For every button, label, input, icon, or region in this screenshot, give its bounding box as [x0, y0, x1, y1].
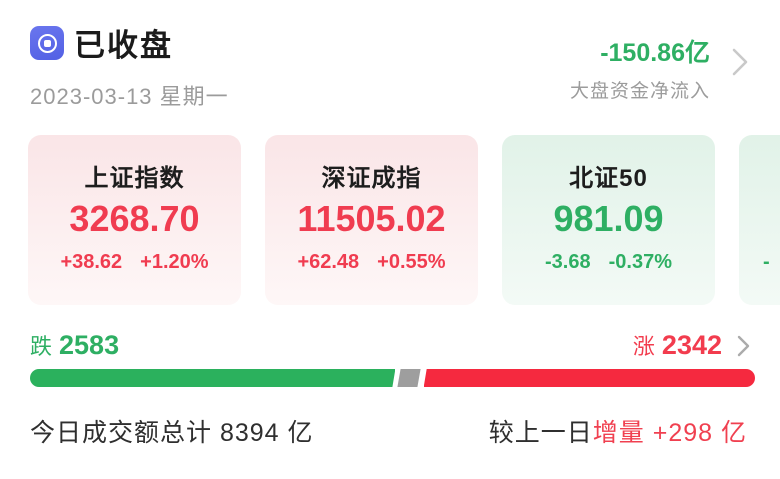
net-inflow-value: -150.86亿 — [600, 39, 710, 67]
index-value — [739, 198, 780, 242]
advancers-group: 涨 2342 — [633, 329, 722, 361]
index-change-pct: +0.55% — [377, 251, 446, 273]
coin-center-icon — [43, 39, 51, 47]
index-change: +62.48 — [297, 251, 360, 273]
index-card-partial[interactable]: - — [739, 135, 780, 305]
breadth-bar-flat-segment — [397, 369, 422, 387]
coin-ring-icon — [37, 33, 57, 53]
index-change-row: +38.62 +1.20% — [28, 251, 241, 274]
index-name: 上证指数 — [84, 165, 185, 192]
chevron-right-icon[interactable] — [731, 47, 749, 77]
index-change: -3.68 — [545, 251, 591, 273]
turnover-today-text: 今日成交额总计 8394 亿 — [30, 419, 314, 447]
index-card-beijing50[interactable]: 北证50 981.09 -3.68 -0.37% — [502, 135, 715, 305]
breadth-section[interactable]: 跌 2583 涨 2342 — [30, 329, 750, 361]
advancers-label: 涨 — [632, 334, 655, 359]
turnover-vs-prev-delta: 增量 +298 亿 — [592, 419, 747, 447]
index-change-row: - — [739, 251, 780, 274]
index-change-row: -3.68 -0.37% — [502, 251, 715, 274]
index-change-pct: -0.37% — [608, 251, 672, 273]
breadth-chevron-right-icon[interactable] — [737, 335, 750, 357]
header: 已收盘 2023-03-13 星期一 -150.86亿 大盘资金净流入 — [0, 0, 780, 125]
breadth-bar-up-segment — [423, 369, 755, 387]
turnover-row: 今日成交额总计 8394 亿 较上一日增量 +298 亿 — [30, 413, 747, 447]
turnover-vs-prev-label: 较上一日 — [488, 419, 593, 447]
index-name — [739, 158, 780, 188]
turnover-vs-prev: 较上一日增量 +298 亿 — [489, 413, 747, 449]
index-change-pct: +1.20% — [140, 251, 209, 273]
index-name: 深证成指 — [321, 165, 422, 192]
index-change-row: +62.48 +0.55% — [265, 251, 478, 274]
market-status-coin-icon — [30, 26, 64, 60]
index-name: 北证50 — [569, 165, 648, 192]
index-change: +38.62 — [60, 251, 123, 273]
index-value: 981.09 — [553, 198, 664, 239]
breadth-bar — [30, 369, 755, 387]
net-inflow-label: 大盘资金净流入 — [569, 81, 710, 102]
index-cards-row: 上证指数 3268.70 +38.62 +1.20% 深证成指 11505.02… — [0, 135, 780, 307]
decliners-count: 2583 — [59, 330, 120, 360]
trade-date: 2023-03-13 星期一 — [30, 84, 229, 109]
page-title: 已收盘 — [74, 28, 173, 63]
decliners-group: 跌 2583 — [30, 329, 119, 361]
index-value: 11505.02 — [297, 198, 446, 239]
decliners-label: 跌 — [30, 334, 53, 359]
net-inflow-widget[interactable]: -150.86亿 大盘资金净流入 — [570, 33, 710, 103]
index-value: 3268.70 — [69, 198, 200, 239]
index-card-shanghai[interactable]: 上证指数 3268.70 +38.62 +1.20% — [28, 135, 241, 305]
index-card-shenzhen[interactable]: 深证成指 11505.02 +62.48 +0.55% — [265, 135, 478, 305]
index-change: - — [763, 251, 770, 273]
advancers-count: 2342 — [661, 330, 722, 360]
breadth-bar-down-segment — [30, 369, 395, 387]
